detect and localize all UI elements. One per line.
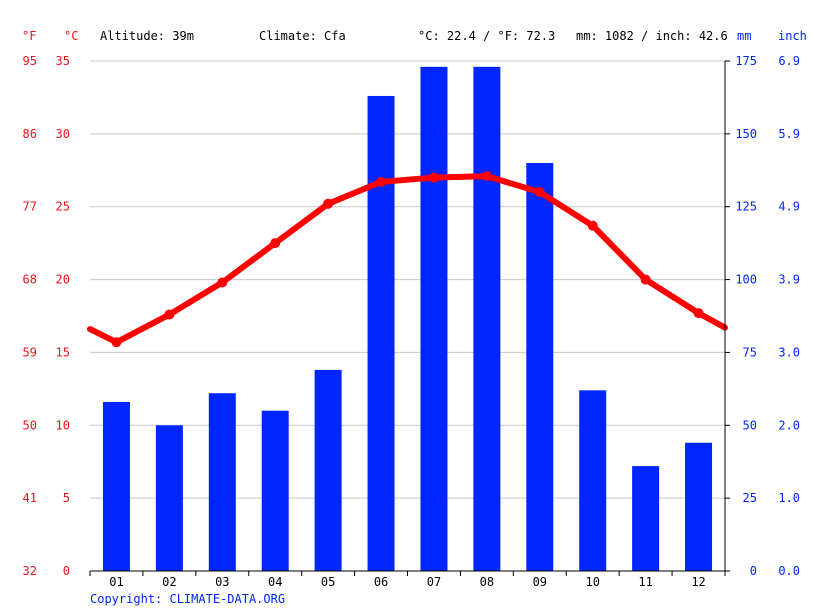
temperature-point: [270, 238, 281, 249]
tick-labels: 01 02 03 04 05 06 07 08 09 10 11 12 32 0 0 0.0 41 5 25 1.0 5…: [23, 54, 800, 589]
fahrenheit-tick-label: 68: [23, 273, 37, 287]
celsius-tick-label: 20: [56, 273, 70, 287]
fahrenheit-tick-label: 50: [23, 418, 37, 432]
month-label: 03: [215, 575, 229, 589]
month-label: 09: [533, 575, 547, 589]
temperature-point: [217, 277, 228, 288]
mm-tick-label: 25: [743, 491, 757, 505]
precipitation-bar: [314, 369, 342, 571]
precipitation-bar: [155, 425, 183, 571]
fahrenheit-tick-label: 95: [23, 54, 37, 68]
average-temperature-label: °C: 22.4 / °F: 72.3: [418, 29, 555, 43]
celsius-unit-label: °C: [64, 29, 78, 43]
copyright-link[interactable]: Copyright: CLIMATE-DATA.ORG: [90, 592, 285, 606]
celsius-tick-label: 10: [56, 418, 70, 432]
mm-tick-label: 175: [735, 54, 757, 68]
temperature-point: [534, 187, 545, 198]
month-label: 02: [162, 575, 176, 589]
fahrenheit-tick-label: 59: [23, 345, 37, 359]
temperature-series-line: [87, 173, 728, 346]
month-label: 01: [109, 575, 123, 589]
fahrenheit-unit-label: °F: [22, 29, 36, 43]
precipitation-bar: [367, 95, 395, 571]
celsius-tick-label: 0: [63, 564, 70, 578]
temperature-point: [376, 176, 387, 187]
inch-tick-label: 1.0: [778, 491, 800, 505]
celsius-tick-label: 15: [56, 345, 70, 359]
inch-tick-label: 5.9: [778, 127, 800, 141]
month-label: 04: [268, 575, 282, 589]
fahrenheit-tick-label: 77: [23, 200, 37, 214]
mm-tick-label: 150: [735, 127, 757, 141]
month-label: 11: [638, 575, 652, 589]
inch-tick-label: 2.0: [778, 418, 800, 432]
celsius-tick-label: 35: [56, 54, 70, 68]
precipitation-bar: [685, 442, 713, 571]
month-label: 05: [321, 575, 335, 589]
mm-tick-label: 125: [735, 200, 757, 214]
precipitation-bar: [579, 390, 607, 571]
temperature-point: [428, 172, 439, 183]
temperature-point: [587, 220, 598, 231]
month-label: 12: [691, 575, 705, 589]
precipitation-bar: [632, 466, 660, 571]
celsius-tick-label: 25: [56, 200, 70, 214]
temperature-point: [693, 308, 704, 319]
precipitation-bar: [261, 410, 289, 571]
temperature-line: [87, 171, 728, 348]
celsius-tick-label: 30: [56, 127, 70, 141]
temperature-point: [481, 171, 492, 182]
month-label: 06: [374, 575, 388, 589]
inch-tick-label: 0.0: [778, 564, 800, 578]
temperature-point: [640, 274, 651, 285]
month-label: 10: [585, 575, 599, 589]
mm-tick-label: 75: [743, 345, 757, 359]
precipitation-bars: [102, 66, 713, 571]
month-label: 07: [427, 575, 441, 589]
inch-tick-label: 6.9: [778, 54, 800, 68]
temperature-point: [111, 337, 122, 348]
celsius-tick-label: 5: [63, 491, 70, 505]
fahrenheit-tick-label: 32: [23, 564, 37, 578]
precipitation-bar: [420, 66, 448, 571]
climate-label: Climate: Cfa: [259, 29, 346, 43]
mm-unit-label: mm: [737, 29, 751, 43]
inch-tick-label: 3.0: [778, 345, 800, 359]
precipitation-bar: [526, 163, 554, 571]
inch-unit-label: inch: [778, 29, 807, 43]
inch-tick-label: 4.9: [778, 200, 800, 214]
month-label: 08: [480, 575, 494, 589]
temperature-point: [164, 309, 175, 320]
precipitation-bar: [473, 66, 501, 571]
temperature-point: [323, 198, 334, 209]
mm-tick-label: 50: [743, 418, 757, 432]
grid-lines: [90, 60, 725, 499]
total-precipitation-label: mm: 1082 / inch: 42.6: [576, 29, 728, 43]
altitude-label: Altitude: 39m: [100, 29, 194, 43]
fahrenheit-tick-label: 41: [23, 491, 37, 505]
precipitation-bar: [208, 393, 236, 571]
mm-tick-label: 0: [750, 564, 757, 578]
mm-tick-label: 100: [735, 273, 757, 287]
axes: [89, 60, 730, 576]
inch-tick-label: 3.9: [778, 273, 800, 287]
fahrenheit-tick-label: 86: [23, 127, 37, 141]
precipitation-bar: [102, 401, 130, 571]
